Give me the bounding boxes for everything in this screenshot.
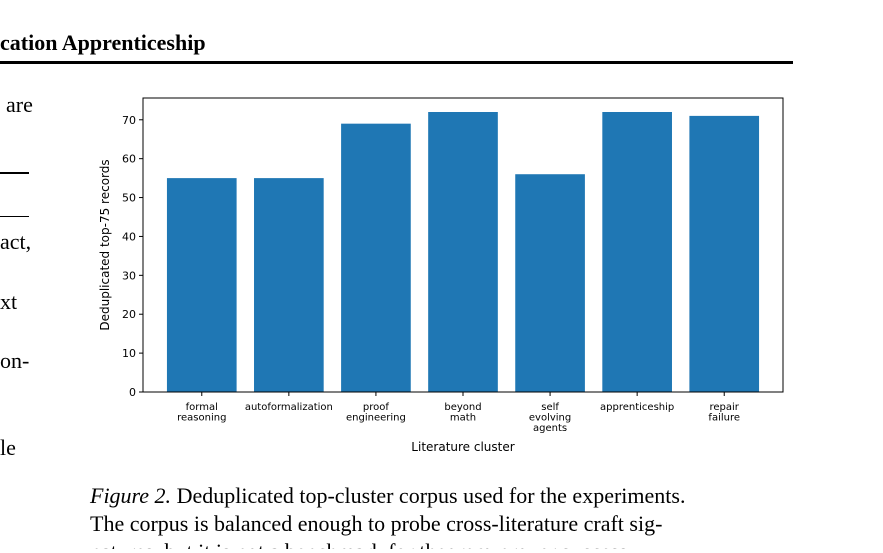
y-tick-label: 40	[122, 230, 136, 243]
bar-chart: 0 10 20 30 40 50 60 70 formal reasoning autoforma…	[98, 97, 784, 454]
left-column-rule	[0, 216, 29, 217]
running-header: cation Apprenticeship	[0, 30, 206, 55]
y-axis-label: Deduplicated top-75 records	[98, 159, 112, 330]
bar	[689, 115, 760, 392]
left-column-fragment: le	[0, 435, 16, 460]
bar	[254, 178, 324, 392]
y-tick-label: 60	[122, 153, 136, 166]
left-column-fragment: are	[6, 92, 33, 117]
x-tick-label: formal reasoning	[177, 402, 226, 424]
bar	[515, 174, 585, 392]
bar	[428, 112, 498, 392]
y-tick-label: 70	[122, 114, 136, 127]
y-tick-label: 30	[122, 269, 136, 282]
caption-text: natures, but it is not a benchmark for t…	[90, 538, 810, 549]
left-column-fragment: act,	[0, 229, 32, 254]
caption-text: The corpus is balanced enough to probe c…	[90, 511, 663, 536]
left-column-rule	[0, 172, 29, 174]
header-rule	[0, 61, 793, 64]
x-axis-label: Literature cluster	[411, 440, 514, 454]
x-tick-label: proof engineering	[346, 402, 406, 424]
y-tick-label: 20	[122, 308, 136, 321]
bar	[166, 178, 237, 392]
x-tick-label: beyond math	[444, 402, 481, 424]
x-tick-label: repair failure	[708, 402, 740, 424]
figure-label: Figure 2.	[90, 483, 172, 508]
figure-caption: Figure 2. Deduplicated top-cluster corpu…	[90, 482, 810, 549]
y-tick-label: 50	[122, 192, 136, 205]
caption-text: Deduplicated top-cluster corpus used for…	[176, 483, 686, 508]
y-tick-label: 10	[122, 347, 136, 360]
x-tick-label: apprenticeship	[600, 402, 674, 413]
x-tick-label: self evolving agents	[529, 402, 571, 434]
left-column-fragment: xt	[0, 289, 18, 314]
bar	[602, 112, 672, 392]
left-column-fragment: on-	[0, 348, 30, 373]
y-tick-label: 0	[129, 386, 136, 399]
x-tick-label: autoformalization	[245, 402, 333, 413]
bar	[341, 123, 411, 392]
